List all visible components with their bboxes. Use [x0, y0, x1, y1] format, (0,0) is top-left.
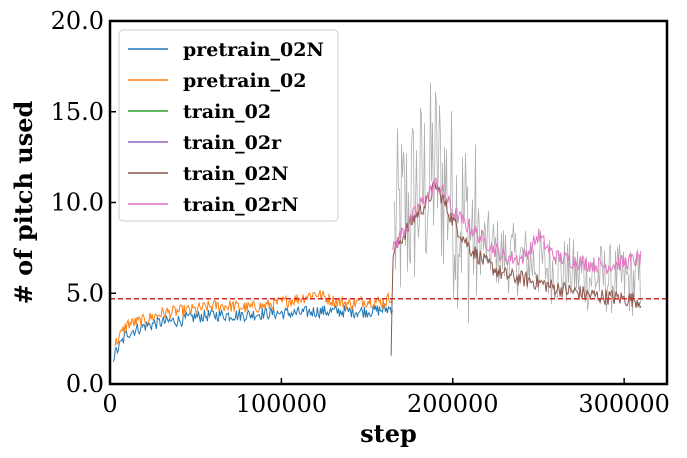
legend-entry-train_02N: train_02N	[183, 163, 288, 185]
series-line-train_02rN	[392, 176, 642, 275]
y-tick-label: 15.0	[51, 98, 104, 126]
legend-entry-train_02: train_02	[183, 101, 271, 123]
axis-ticks: 0 100000 200000 300000 0.0 5.0 10.0 15.0 20.0	[51, 7, 670, 418]
legend-box	[118, 29, 339, 222]
legend-entry-train_02rN: train_02rN	[183, 194, 298, 216]
x-tick-label: 300000	[578, 390, 670, 418]
series-line-train_02N	[390, 181, 642, 356]
legend-entry-pretrain_02N: pretrain_02N	[183, 39, 324, 61]
y-tick-label: 10.0	[51, 189, 104, 217]
x-tick-label: 200000	[407, 390, 499, 418]
series-line-pretrain_02	[114, 290, 393, 347]
noise-trace	[394, 82, 641, 324]
legend-entry-train_02r: train_02r	[183, 132, 282, 154]
y-tick-label: 0.0	[66, 370, 104, 398]
y-tick-label: 20.0	[51, 7, 104, 35]
y-axis-label: # of pitch used	[9, 101, 38, 305]
legend-entry-pretrain_02: pretrain_02	[183, 70, 306, 92]
y-tick-label: 5.0	[66, 279, 104, 307]
legend: pretrain_02N pretrain_02 train_02 train_02r…	[118, 29, 339, 222]
series-lines	[112, 176, 642, 362]
x-tick-label: 0	[102, 390, 117, 418]
x-axis-label: step	[360, 419, 417, 448]
series-line-pretrain_02N	[112, 302, 393, 362]
noise-envelope	[394, 82, 641, 324]
x-tick-label: 100000	[236, 390, 328, 418]
